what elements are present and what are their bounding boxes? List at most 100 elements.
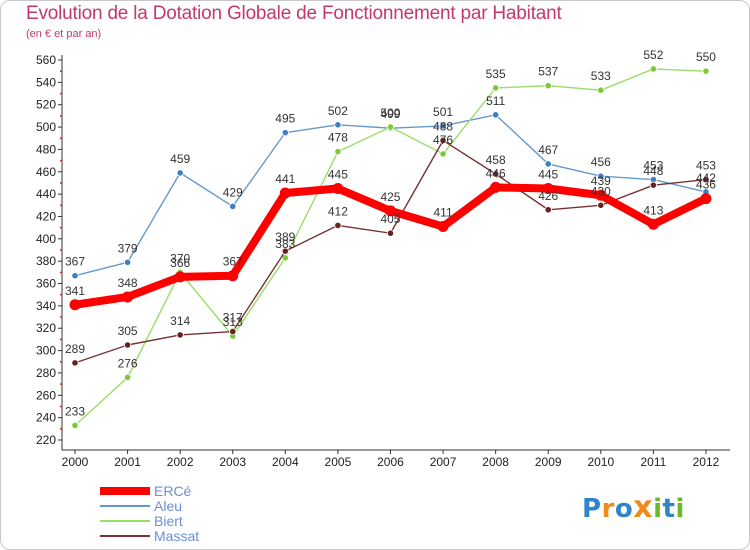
y-tick-label: 340 [36,299,56,313]
data-label: 412 [328,204,348,218]
series-line [71,183,710,309]
x-tick-label: 2005 [325,455,352,469]
data-point [281,247,289,255]
data-label: 441 [275,172,295,186]
data-label: 383 [275,237,295,251]
logo-letter: i [653,494,663,524]
data-point [281,129,289,137]
data-point [334,148,342,156]
data-label: 341 [65,284,85,298]
data-point [176,331,184,339]
data-point [647,218,659,230]
data-label: 458 [486,153,506,167]
y-tick-label: 280 [36,366,56,380]
y-tick-label: 420 [36,209,56,223]
y-tick-label: 360 [36,277,56,291]
legend-label: Biert [154,513,183,529]
chart-subtitle: (en € et par an) [26,28,102,40]
data-point [71,421,79,430]
data-label: 313 [223,315,243,329]
data-label: 476 [433,133,453,147]
x-tick-label: 2002 [167,455,194,469]
data-label: 445 [538,168,558,182]
data-point [279,187,291,199]
legend-item: Aleu [100,498,182,514]
data-label: 459 [170,152,190,166]
logo-letter: r [601,494,615,524]
data-point [123,373,132,382]
data-label: 370 [170,251,190,265]
data-point [700,193,712,205]
legend-item: Biert [100,513,183,529]
chart-title: Evolution de la Dotation Globale de Fonc… [26,3,562,24]
data-point [334,121,342,129]
data-point [595,189,607,201]
data-label: 379 [118,241,138,255]
logo-letter: o [614,494,634,524]
data-label: 317 [223,311,243,325]
data-label: 552 [643,48,663,62]
data-label: 445 [328,168,348,182]
x-tick-label: 2011 [640,455,666,469]
data-label: 439 [591,174,611,188]
data-label: 453 [696,159,716,173]
y-axis-minor-marks [60,70,62,430]
y-tick-label: 560 [36,53,56,67]
legend-label: Massat [154,528,199,544]
data-label: 500 [380,106,400,120]
data-label: 305 [118,324,138,338]
data-point [332,183,344,195]
data-point [69,299,81,311]
data-label: 550 [696,50,716,64]
data-label: 233 [65,404,85,418]
x-tick-label: 2003 [219,455,246,469]
data-point [490,181,502,193]
data-label: 429 [223,185,243,199]
data-point [174,271,186,283]
data-label: 314 [170,314,190,328]
data-label: 436 [696,178,716,192]
x-tick-label: 2006 [377,455,404,469]
data-point [492,84,500,92]
x-tick-label: 2007 [430,455,457,469]
data-label: 348 [118,276,138,290]
data-label: 511 [486,94,505,108]
x-tick-label: 2000 [62,455,89,469]
data-point [597,86,605,94]
x-tick-label: 2010 [587,455,614,469]
y-tick-label: 500 [36,120,56,134]
data-point [71,359,79,367]
y-tick-label: 320 [36,321,56,335]
data-label: 276 [118,356,138,370]
series-massat [71,136,710,367]
data-point [439,150,447,158]
data-label: 405 [380,212,400,226]
logo-letter: x [633,490,654,525]
legend-label: ERCé [154,483,192,499]
data-point [544,160,552,168]
data-label: 367 [223,255,243,269]
y-tick-label: 400 [36,232,56,246]
data-point [122,291,134,303]
data-point [386,123,395,131]
legend-item: Massat [100,528,199,544]
logo-letter: P [582,494,602,524]
data-point [649,65,657,73]
data-point [229,202,237,211]
data-label: 533 [591,69,611,83]
x-axis-ticks: 2000 2001 2002 2003 2004 2005 2006 2007 2008 2009… [62,450,720,469]
y-tick-label: 220 [36,433,56,447]
data-point [597,201,605,209]
data-label: 488 [433,119,453,133]
x-tick-label: 2001 [114,455,141,469]
legend-label: Aleu [154,498,182,514]
data-label: 502 [328,104,348,118]
x-tick-label: 2012 [693,455,720,469]
data-label: 495 [275,112,295,126]
data-point [176,169,184,177]
data-label: 425 [380,190,400,204]
